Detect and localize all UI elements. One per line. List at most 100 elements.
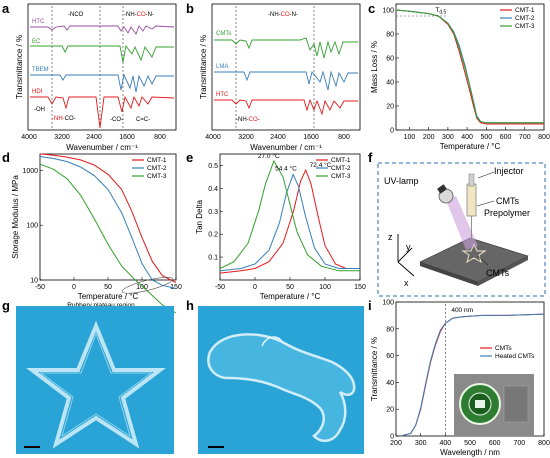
prepolymer-label-line2: Prepolymer	[484, 208, 530, 218]
ytick-label-c-2: 40	[386, 80, 394, 87]
legend-label-c-1: CMT-2	[515, 15, 535, 22]
series-d-1	[39, 156, 177, 289]
ytick-label-e-1: 0.2	[208, 232, 218, 239]
td5-subscript: d,5	[439, 10, 446, 16]
axis-y	[397, 247, 413, 263]
legend-label-d-1: CMT-2	[147, 165, 167, 172]
legend-b-lma: LMA	[216, 64, 228, 70]
panel-h	[198, 306, 364, 454]
panel-label-d: d	[2, 150, 10, 165]
printed-star	[461, 242, 487, 264]
panel-a-xticks: 4000 3200 2400 1600 800	[21, 134, 166, 141]
photo-g-star-inner	[39, 332, 153, 438]
ytick-label-i-5: 100	[382, 300, 394, 307]
annot-400nm: 400 nm	[451, 307, 473, 314]
panel-a: HTC EC TBEM HDI -NCO -NH-CO-N- -OH -NH-C…	[15, 3, 177, 152]
xtick-label-e-4: 150	[354, 284, 366, 291]
panel-label-h: h	[186, 298, 194, 313]
series-b-cmts	[214, 37, 358, 59]
ytick-label-d-2: 1000	[22, 168, 38, 175]
rubbery-plateau-label: Rubbery plateau region	[67, 302, 135, 309]
panel-g	[16, 306, 174, 454]
annot-b-top: -NH-CO-N-	[268, 12, 298, 18]
legend-label-e-1: CMT-2	[331, 165, 351, 172]
ytick-label-i-3: 60	[386, 353, 394, 360]
xlabel-a: Wavenumber / cm⁻¹	[66, 143, 138, 152]
panel-label-b: b	[186, 1, 194, 16]
annot-a-nhcon: -NH-CO-N-	[124, 12, 154, 18]
series-d-2	[39, 163, 177, 314]
xlabel-b: Wavenumber / cm⁻¹	[250, 143, 322, 152]
xlabel-c: Temperature / °C	[440, 142, 501, 151]
series-i-1	[400, 313, 545, 437]
series-a-hdi	[30, 95, 175, 129]
panel-b: CMTs LMA HTC -NH-CO-N- -NH-CO- 4000 3200…	[199, 3, 361, 152]
axis-y-label: y	[406, 242, 411, 252]
ytick-label-c-5: 100	[382, 8, 394, 15]
ytick-label-i-1: 20	[386, 407, 394, 414]
xtick-b-3200: 3200	[238, 134, 254, 141]
injector-body	[466, 183, 477, 217]
panel-c-frame	[395, 3, 545, 131]
photo-g-star	[26, 320, 166, 449]
panel-i: 200 300 400 500 600 700 800 0 20 40 60 80 100 Wavelen…	[370, 300, 550, 458]
legend-label-c-0: CMT-1	[515, 7, 535, 14]
xtick-label-c-3: 400	[461, 134, 473, 141]
peak-label-1: 54.4 °C	[275, 165, 297, 173]
legend-a-htc: HTC	[32, 19, 45, 25]
legend-label-d-0: CMT-1	[147, 157, 167, 164]
substrate-plate-side	[478, 256, 528, 286]
series-e-0	[219, 168, 360, 274]
peak-label-0: 72.4 °C	[310, 161, 332, 169]
xtick-label-d-4: 150	[170, 284, 182, 291]
panel-a-frame	[27, 3, 177, 131]
xtick-label-c-1: 200	[423, 134, 435, 141]
xtick-label-d-1: 0	[72, 284, 76, 291]
ylabel-c: Mass Loss / %	[370, 41, 379, 93]
panel-label-e: e	[186, 150, 193, 165]
xtick-label-i-3: 500	[464, 440, 476, 447]
axis-z-label: z	[388, 232, 393, 242]
injector-label: Injector	[494, 166, 524, 176]
seal-building-icon	[475, 400, 485, 408]
legend-label-c-2: CMT-3	[515, 23, 535, 30]
xtick-label-i-5: 700	[513, 440, 525, 447]
legend-b-htc: HTC	[216, 92, 229, 98]
xtick-label-d-3: 100	[136, 284, 148, 291]
xtick-a-3200: 3200	[54, 134, 70, 141]
xtick-label-c-4: 500	[480, 134, 492, 141]
xlabel-e: Temperature / °C	[260, 292, 321, 301]
ytick-label-i-0: 0	[390, 434, 394, 441]
series-c-2	[395, 9, 544, 124]
legend-label-e-0: CMT-1	[331, 157, 351, 164]
xtick-label-e-1: 0	[253, 284, 257, 291]
annot-a-cc: C=C-	[136, 117, 150, 123]
ylabel-b: Transmittance / %	[199, 35, 208, 99]
photo-h-dolphin	[207, 333, 356, 443]
panel-d: -50 0 50 100 150 10 100 1000 Temperature / °C Sto…	[11, 153, 182, 314]
substrate-plate-edge	[420, 262, 478, 286]
series-a-htc	[30, 25, 175, 35]
xtick-label-e-2: 50	[286, 284, 294, 291]
panel-label-f: f	[368, 150, 373, 165]
legend-label-d-2: CMT-3	[147, 173, 167, 180]
ylabel-d: Storage Modulus / MPa	[11, 175, 20, 259]
xtick-label-i-0: 200	[390, 440, 402, 447]
ytick-label-e-4: 0.5	[208, 163, 218, 170]
xtick-label-i-6: 800	[538, 440, 550, 447]
annot-a-oh: -OH	[34, 107, 45, 113]
cmts-leader	[477, 255, 489, 266]
xtick-a-1600: 1600	[119, 134, 135, 141]
panel-e: -50 0 50 100 150 0.1 0.2 0.3 0.4 0.5 Temperature /…	[195, 152, 366, 301]
rubbery-plateau-ellipse	[121, 277, 173, 294]
ytick-label-e-0: 0.1	[208, 255, 218, 262]
xtick-a-800: 800	[154, 134, 166, 141]
photo-h-dolphin-fin	[261, 336, 283, 347]
series-a-tbem	[30, 73, 174, 93]
panel-i-inset	[454, 374, 534, 436]
ylabel-e: Tan Delta	[195, 200, 204, 234]
panel-label-i: i	[368, 298, 372, 313]
xlabel-d: Temperature / °C	[78, 292, 139, 301]
legend-label-i-0: CMTs	[495, 345, 512, 352]
